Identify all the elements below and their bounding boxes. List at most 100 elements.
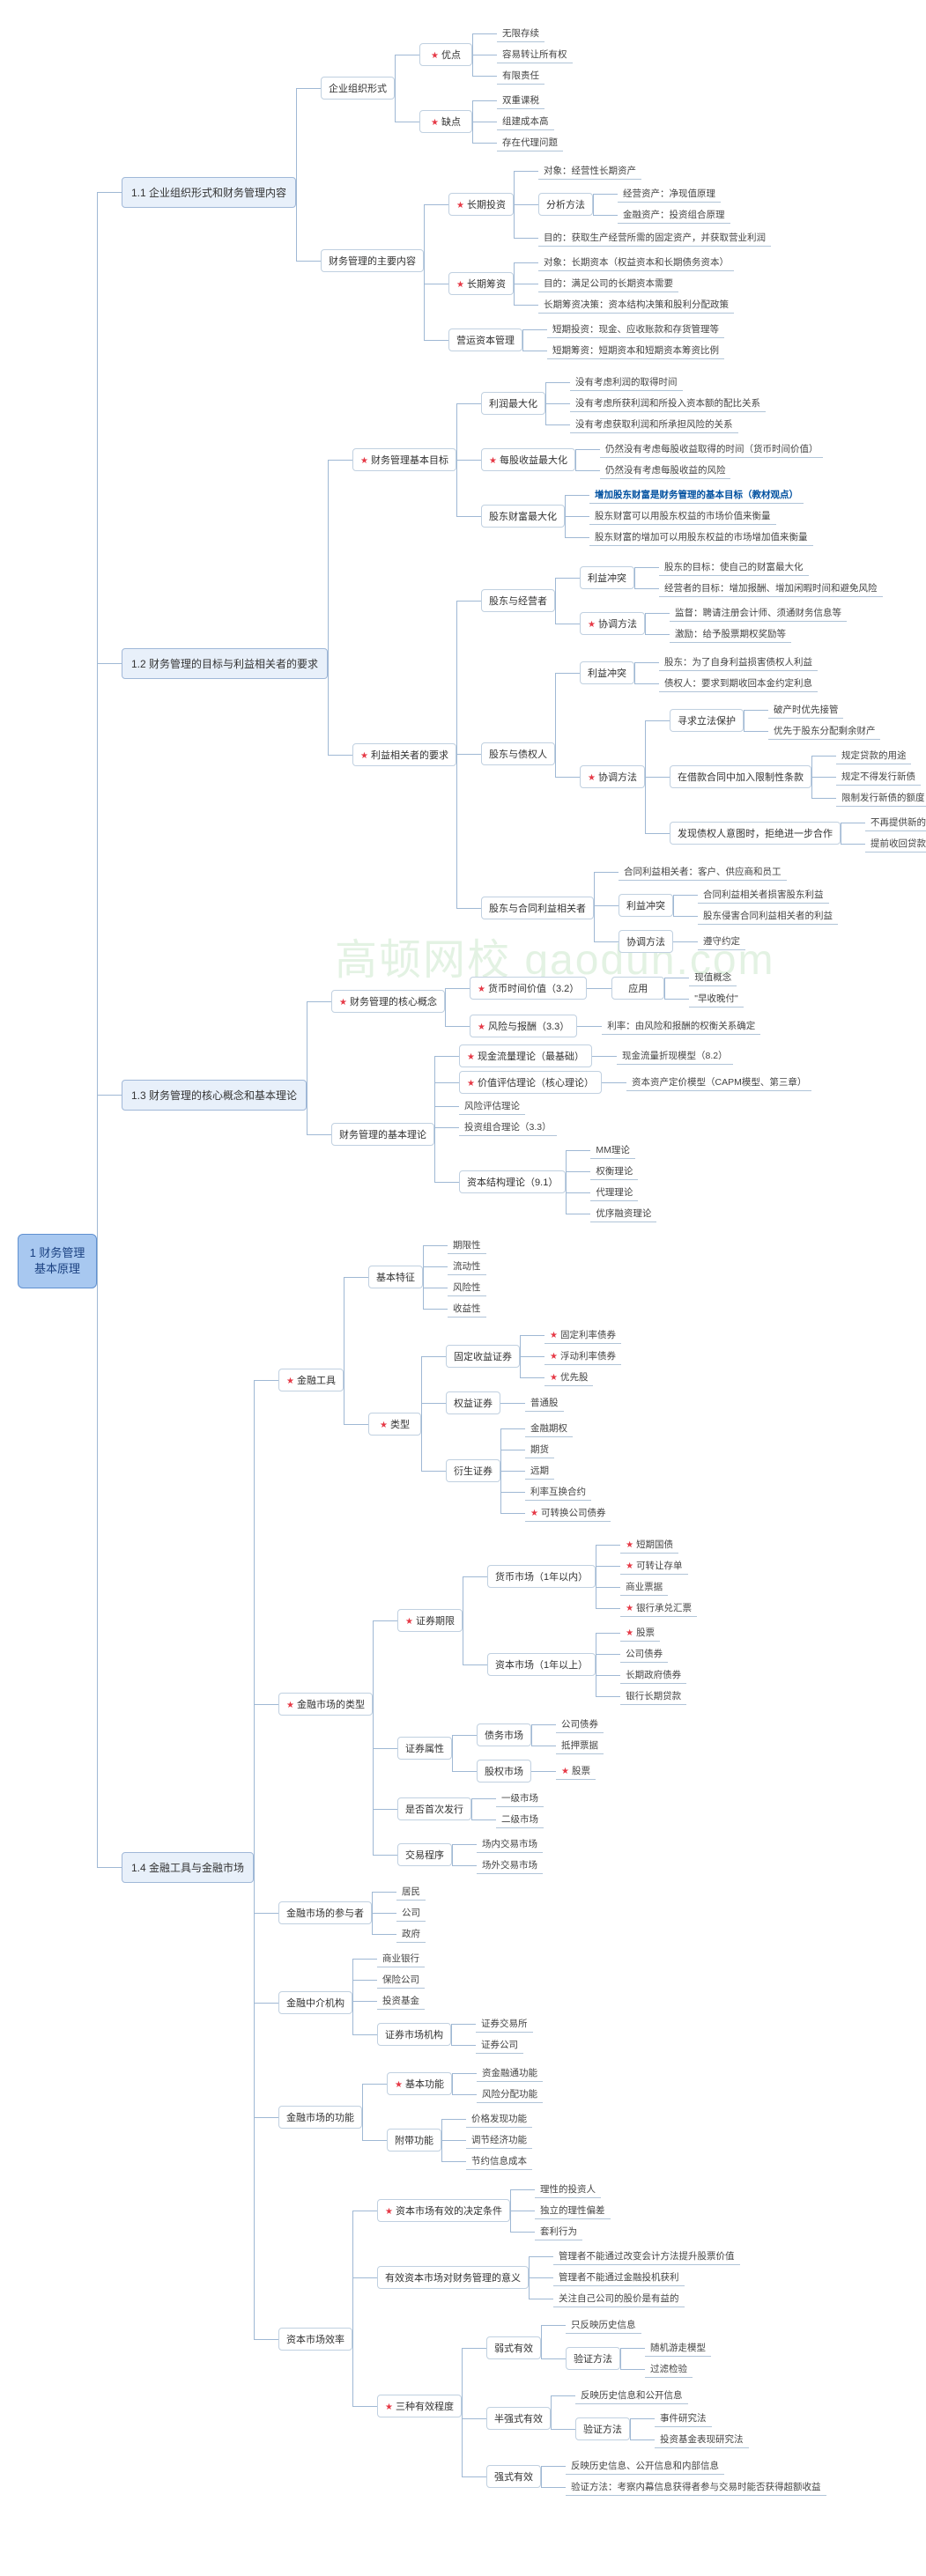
leaf-node[interactable]: 投资基金 [377,1992,425,2010]
leaf-node[interactable]: 场外交易市场 [477,1856,543,1874]
leaf-node[interactable]: 期限性 [448,1236,486,1254]
branch-node[interactable]: 股东财富最大化 [481,505,565,528]
leaf-node[interactable]: 目的：满足公司的长期资本需要 [538,275,678,292]
branch-node[interactable]: 交易程序 [397,1843,452,1866]
leaf-node[interactable]: 没有考虑获取利润和所承担风险的关系 [570,416,738,433]
leaf-node[interactable]: 股东侵害合同利益相关者的利益 [698,907,838,925]
branch-node[interactable]: 1.2 财务管理的目标与利益相关者的要求 [122,648,328,679]
branch-node[interactable]: 是否首次发行 [397,1797,471,1820]
branch-node[interactable]: 协调方法 [619,930,673,953]
leaf-node[interactable]: 反映历史信息、公开信息和内部信息 [566,2457,724,2475]
branch-node[interactable]: ★长期投资 [448,193,514,216]
leaf-node[interactable]: 二级市场 [496,1811,544,1828]
branch-node[interactable]: 股权市场 [477,1760,531,1783]
branch-node[interactable]: 财务管理的基本理论 [331,1123,434,1146]
branch-node[interactable]: 股东与合同利益相关者 [481,897,594,919]
branch-node[interactable]: ★风险与报酬（3.3） [470,1015,577,1037]
leaf-node[interactable]: 收益性 [448,1300,486,1318]
branch-node[interactable]: 股东与经营者 [481,589,555,612]
leaf-node[interactable]: 普通股 [525,1394,564,1412]
leaf-node[interactable]: 调节经济功能 [466,2131,532,2149]
branch-node[interactable]: ★优点 [419,43,472,66]
leaf-node[interactable]: 事件研究法 [655,2410,712,2427]
leaf-node[interactable]: 保险公司 [377,1971,425,1989]
leaf-node[interactable]: 股东财富的增加可以用股东权益的市场增加值来衡量 [589,528,813,546]
branch-node[interactable]: 强式有效 [486,2465,541,2488]
leaf-node[interactable]: 商业银行 [377,1950,425,1967]
leaf-node[interactable]: 资本资产定价模型（CAPM模型、第三章） [626,1074,811,1091]
leaf-node[interactable]: 组建成本高 [497,113,554,130]
leaf-node[interactable]: 优序融资理论 [590,1205,656,1222]
leaf-node[interactable]: 短期筹资：短期资本和短期资本筹资比例 [547,342,724,359]
branch-node[interactable]: ★利益相关者的要求 [352,743,456,766]
branch-node[interactable]: ★资本市场有效的决定条件 [377,2199,510,2222]
leaf-node[interactable]: 现金流量折现模型（8.2） [617,1047,733,1065]
branch-node[interactable]: ★财务管理的核心概念 [331,990,445,1013]
leaf-node[interactable]: 远期 [525,1462,554,1480]
leaf-node[interactable]: 合同利益相关者：客户、供应商和员工 [619,863,787,881]
leaf-node[interactable]: 长期政府债券 [620,1666,686,1684]
leaf-node[interactable]: 随机游走模型 [645,2339,711,2357]
branch-node[interactable]: 1.1 企业组织形式和财务管理内容 [122,177,296,208]
leaf-node[interactable]: 流动性 [448,1258,486,1275]
leaf-node[interactable]: ★浮动利率债券 [544,1347,621,1365]
leaf-node[interactable]: 监督：聘请注册会计师、须通财务信息等 [670,604,847,622]
leaf-node[interactable]: 金融期权 [525,1420,573,1437]
leaf-node[interactable]: 风险性 [448,1279,486,1296]
leaf-node[interactable]: 不再提供新的贷款 [865,814,926,831]
leaf-node[interactable]: 过滤检验 [645,2360,693,2378]
leaf-node[interactable]: 股东财富可以用股东权益的市场价值来衡量 [589,507,776,525]
leaf-node[interactable]: 风险分配功能 [477,2085,543,2103]
leaf-node[interactable]: 优先于股东分配剩余财产 [768,722,881,740]
leaf-node[interactable]: 管理者不能通过改变会计方法提升股票价值 [553,2248,740,2265]
leaf-node[interactable]: 关注自己公司的股价是有益的 [553,2290,685,2307]
leaf-node[interactable]: 限制发行新债的额度 [836,789,926,807]
branch-node[interactable]: 证券市场机构 [377,2023,451,2046]
leaf-node[interactable]: "早收晚付" [689,990,743,1008]
branch-node[interactable]: ★财务管理基本目标 [352,448,456,471]
leaf-node[interactable]: 规定不得发行新债 [836,768,921,786]
leaf-node[interactable]: 仍然没有考虑每股收益的风险 [600,461,731,479]
leaf-node[interactable]: 有限责任 [497,67,544,85]
branch-node[interactable]: ★长期筹资 [448,272,514,295]
branch-node[interactable]: ★现金流量理论（最基础） [459,1044,592,1067]
leaf-node[interactable]: 股东：为了自身利益损害债权人利益 [659,653,818,671]
leaf-node[interactable]: 公司 [396,1904,426,1922]
branch-node[interactable]: 企业组织形式 [321,77,395,100]
leaf-node[interactable]: 合同利益相关者损害股东利益 [698,886,829,904]
leaf-node[interactable]: 公司债券 [620,1645,668,1663]
branch-node[interactable]: 利益冲突 [580,661,634,684]
leaf-node[interactable]: 一级市场 [496,1790,544,1807]
leaf-node[interactable]: 仍然没有考虑每股收益取得的时间（货币时间价值） [600,440,824,458]
leaf-node[interactable]: ★可转换公司债券 [525,1504,611,1522]
branch-node[interactable]: 债务市场 [477,1723,531,1746]
branch-node[interactable]: ★协调方法 [580,612,645,635]
leaf-node[interactable]: 套利行为 [535,2223,582,2240]
branch-node[interactable]: 基本特征 [368,1266,423,1288]
leaf-node[interactable]: ★固定利率债券 [544,1326,621,1344]
branch-node[interactable]: 发现债权人意图时，拒绝进一步合作 [670,822,841,845]
branch-node[interactable]: 附带功能 [387,2129,441,2152]
leaf-node[interactable]: 存在代理问题 [497,134,563,151]
leaf-node[interactable]: 场内交易市场 [477,1835,543,1853]
leaf-node[interactable]: 短期投资：现金、应收账款和存货管理等 [547,321,724,338]
branch-node[interactable]: ★基本功能 [387,2072,452,2095]
branch-node[interactable]: 利益冲突 [619,894,673,917]
leaf-node[interactable]: 双重课税 [497,92,544,109]
leaf-node[interactable]: 没有考虑利润的取得时间 [570,373,683,391]
leaf-node[interactable]: 风险评估理论 [459,1097,525,1115]
branch-node[interactable]: 分析方法 [538,193,593,216]
leaf-node[interactable]: 目的：获取生产经营所需的固定资产，并获取营业利润 [538,229,771,247]
root-node[interactable]: 1 财务管理基本原理 [18,1234,97,1288]
branch-node[interactable]: 资本市场效率 [278,2328,352,2351]
branch-node[interactable]: 利益冲突 [580,566,634,589]
leaf-node[interactable]: 商业票据 [620,1578,668,1596]
branch-node[interactable]: 1.4 金融工具与金融市场 [122,1852,254,1883]
leaf-node[interactable]: 价格发现功能 [466,2110,532,2128]
leaf-node[interactable]: 无限存续 [497,25,544,42]
leaf-node[interactable]: 股东的目标：使自己的财富最大化 [659,558,809,576]
leaf-node[interactable]: 理性的投资人 [535,2181,601,2198]
leaf-node[interactable]: 证券公司 [476,2036,523,2054]
leaf-node[interactable]: 政府 [396,1925,426,1943]
branch-node[interactable]: ★缺点 [419,110,472,133]
